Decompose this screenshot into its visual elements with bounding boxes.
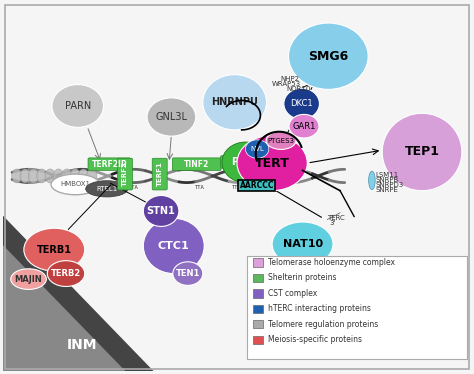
Text: TINF2: TINF2	[184, 160, 210, 169]
Ellipse shape	[382, 113, 462, 191]
Ellipse shape	[289, 114, 319, 138]
Ellipse shape	[24, 228, 85, 271]
FancyBboxPatch shape	[253, 321, 263, 328]
Text: LSM11: LSM11	[375, 172, 399, 178]
Ellipse shape	[53, 169, 64, 183]
FancyBboxPatch shape	[238, 180, 275, 191]
Ellipse shape	[284, 88, 319, 119]
Text: TERF2: TERF2	[122, 162, 128, 186]
Ellipse shape	[143, 196, 179, 226]
Text: SMG6: SMG6	[308, 50, 348, 63]
Text: PARN: PARN	[64, 101, 91, 111]
FancyBboxPatch shape	[253, 258, 263, 267]
FancyBboxPatch shape	[253, 305, 263, 313]
Text: AARCCC: AARCCC	[240, 181, 274, 190]
Text: HNRNPU: HNRNPU	[211, 97, 258, 107]
FancyBboxPatch shape	[152, 158, 167, 190]
Ellipse shape	[143, 218, 204, 274]
Text: NVL: NVL	[250, 146, 264, 152]
Text: ACD: ACD	[238, 157, 257, 166]
FancyBboxPatch shape	[220, 156, 275, 168]
Text: GAR1: GAR1	[292, 122, 316, 131]
Text: TERC: TERC	[327, 215, 345, 221]
Ellipse shape	[62, 169, 72, 183]
Text: HMBOX1: HMBOX1	[60, 181, 91, 187]
Text: NAT10: NAT10	[283, 239, 323, 249]
FancyBboxPatch shape	[253, 336, 263, 344]
Ellipse shape	[52, 85, 103, 127]
Text: TTA: TTA	[157, 185, 167, 190]
Text: SNRPE: SNRPE	[375, 187, 398, 193]
Text: SNRPD3: SNRPD3	[375, 182, 403, 188]
Text: TERB1: TERB1	[37, 245, 72, 255]
Ellipse shape	[173, 262, 203, 285]
Text: 3': 3'	[330, 220, 336, 226]
Text: TERT: TERT	[255, 157, 290, 169]
Text: STN1: STN1	[147, 206, 175, 216]
Text: Telomere regulation proteins: Telomere regulation proteins	[268, 319, 379, 329]
Text: TERB2: TERB2	[51, 269, 81, 278]
Text: NHP2: NHP2	[280, 76, 299, 82]
Text: Telomerase holoenzyme complex: Telomerase holoenzyme complex	[268, 258, 395, 267]
Ellipse shape	[36, 169, 47, 183]
Ellipse shape	[47, 261, 85, 286]
Text: TERF1: TERF1	[157, 162, 163, 187]
Text: WRAP53: WRAP53	[272, 81, 301, 87]
FancyBboxPatch shape	[173, 158, 221, 171]
Ellipse shape	[45, 169, 55, 183]
Text: TEP1: TEP1	[404, 145, 439, 159]
Text: NOR10: NOR10	[287, 86, 311, 92]
Ellipse shape	[70, 169, 80, 183]
Text: DKC1: DKC1	[291, 99, 313, 108]
Text: TTA: TTA	[129, 185, 139, 190]
Text: hTERC interacting proteins: hTERC interacting proteins	[268, 304, 371, 313]
Text: CTC1: CTC1	[158, 241, 190, 251]
Text: CST complex: CST complex	[268, 289, 318, 298]
Ellipse shape	[12, 169, 22, 183]
Ellipse shape	[86, 181, 128, 197]
Text: TERF2IP: TERF2IP	[91, 160, 127, 169]
Text: SNRPB: SNRPB	[375, 177, 399, 183]
Text: TEN1: TEN1	[176, 269, 200, 278]
Text: Shelterin proteins: Shelterin proteins	[268, 273, 337, 282]
Text: RTEL1: RTEL1	[96, 186, 118, 192]
Ellipse shape	[289, 23, 368, 89]
Ellipse shape	[246, 140, 269, 158]
Ellipse shape	[11, 269, 46, 289]
Polygon shape	[3, 246, 125, 371]
FancyBboxPatch shape	[253, 274, 263, 282]
Text: GNL3L: GNL3L	[155, 112, 187, 122]
Text: TTA: TTA	[232, 185, 242, 190]
Ellipse shape	[203, 75, 266, 130]
Text: TTA: TTA	[195, 185, 204, 190]
Ellipse shape	[237, 135, 307, 191]
Ellipse shape	[266, 132, 296, 150]
Ellipse shape	[147, 98, 196, 136]
Polygon shape	[3, 217, 153, 371]
Ellipse shape	[51, 174, 100, 195]
FancyBboxPatch shape	[88, 158, 131, 171]
Text: Meiosis-specific proteins: Meiosis-specific proteins	[268, 335, 363, 344]
Ellipse shape	[369, 171, 375, 190]
FancyBboxPatch shape	[247, 256, 467, 359]
FancyBboxPatch shape	[118, 158, 133, 190]
Ellipse shape	[20, 169, 30, 183]
Ellipse shape	[78, 169, 89, 183]
Ellipse shape	[222, 142, 269, 183]
FancyBboxPatch shape	[253, 289, 263, 298]
Text: INM: INM	[67, 338, 98, 352]
Text: POT1: POT1	[231, 157, 260, 167]
Ellipse shape	[87, 169, 97, 183]
Ellipse shape	[272, 222, 333, 266]
Ellipse shape	[28, 169, 39, 183]
Text: MAJIN: MAJIN	[15, 275, 42, 283]
Text: PTGES3: PTGES3	[267, 138, 294, 144]
